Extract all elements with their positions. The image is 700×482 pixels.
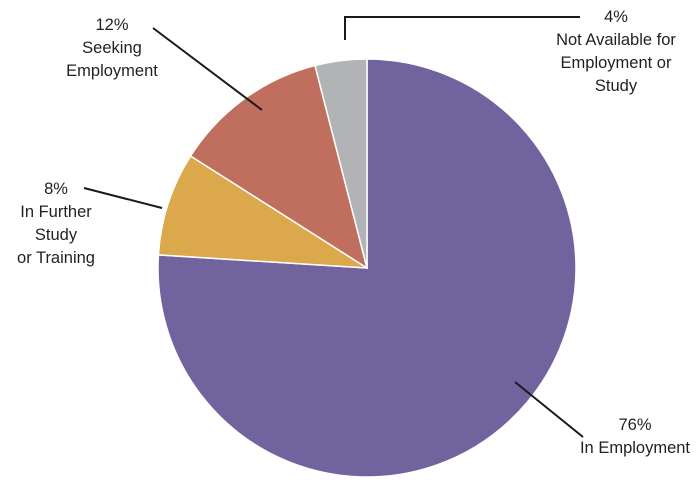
leader-line-not-available-for-employment-or-study	[344, 16, 580, 40]
pie-slice-in-employment	[157, 58, 577, 478]
leader-line-in-employment	[514, 381, 584, 438]
slice-name-label: Study	[595, 77, 638, 95]
slice-name-label: Employment	[66, 62, 158, 80]
slice-label-seeking-employment: 12% Seeking Employment	[66, 16, 158, 80]
slice-name-label: In Further	[20, 203, 92, 221]
slice-percent-label: 76%	[618, 416, 651, 434]
slice-label-not-available-for-employment-or-study: 4% Not Available for Employment or Study	[556, 8, 676, 95]
slice-labels: 76% In Employment 8% In Further Study or Trai…	[17, 8, 690, 457]
slice-name-label: Study	[35, 226, 78, 244]
slice-percent-label: 12%	[95, 16, 128, 34]
slice-name-label: Not Available for	[556, 31, 676, 49]
leader-lines	[83, 16, 584, 438]
leader-line-in-further-study-or-training	[83, 187, 163, 209]
pie-slice-in-further-study-or-training	[157, 154, 368, 269]
slice-percent-label: 4%	[604, 8, 628, 26]
slice-label-in-employment: 76% In Employment	[580, 416, 690, 457]
pie-slice-seeking-employment	[189, 64, 369, 270]
slice-name-label: or Training	[17, 249, 95, 267]
slice-name-label: Employment or	[561, 54, 672, 72]
pie-slice-not-available-for-employment-or-study	[314, 58, 368, 269]
slice-name-label: In Employment	[580, 439, 690, 457]
pie-slices	[157, 58, 577, 478]
slice-percent-label: 8%	[44, 180, 68, 198]
slice-label-in-further-study-or-training: 8% In Further Study or Training	[17, 180, 95, 267]
leader-line-seeking-employment	[152, 27, 263, 111]
slice-name-label: Seeking	[82, 39, 142, 57]
